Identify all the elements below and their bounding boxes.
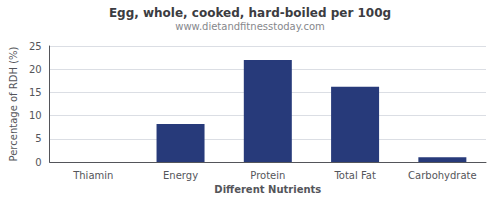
svg-text:Different Nutrients: Different Nutrients	[214, 184, 321, 195]
svg-text:Protein: Protein	[250, 170, 285, 181]
svg-text:Energy: Energy	[163, 170, 198, 181]
svg-text:0: 0	[35, 157, 41, 168]
svg-text:5: 5	[35, 133, 41, 144]
svg-text:Thiamin: Thiamin	[72, 170, 113, 181]
svg-text:10: 10	[29, 110, 42, 121]
svg-text:Total Fat: Total Fat	[333, 170, 375, 181]
svg-text:Carbohydrate: Carbohydrate	[408, 170, 477, 181]
svg-text:15: 15	[29, 87, 42, 98]
svg-text:Egg, whole, cooked, hard-boile: Egg, whole, cooked, hard-boiled per 100g	[109, 6, 391, 20]
svg-text:20: 20	[29, 64, 42, 75]
svg-text:Percentage of RDH (%): Percentage of RDH (%)	[8, 46, 19, 161]
svg-text:25: 25	[29, 41, 42, 52]
svg-text:www.dietandfitnesstoday.com: www.dietandfitnesstoday.com	[175, 21, 324, 32]
